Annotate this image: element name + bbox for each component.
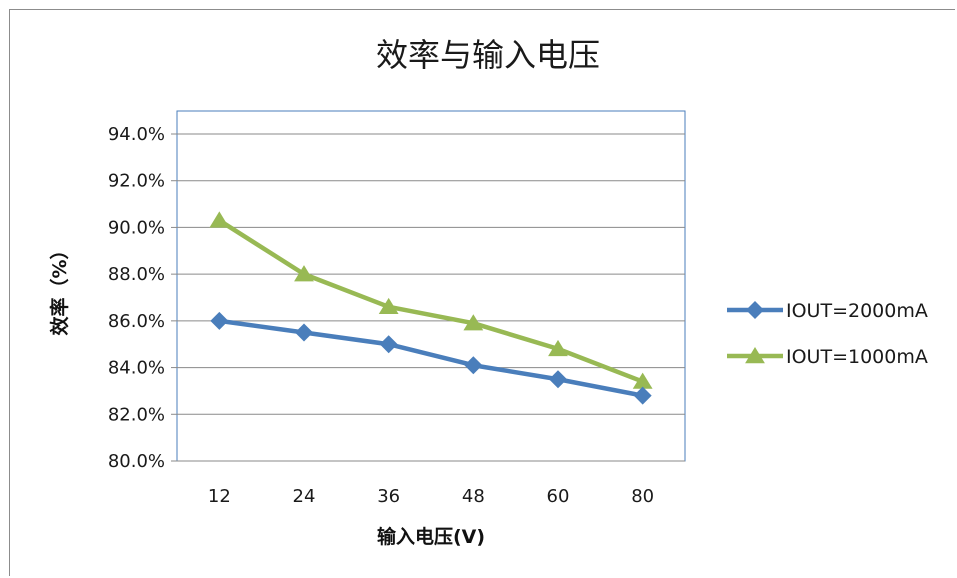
series-IOUT=2000mA	[210, 311, 652, 405]
legend-swatch-marker	[746, 301, 764, 319]
data-point	[210, 311, 229, 330]
x-tick-label: 24	[293, 486, 316, 507]
legend-label: IOUT=1000mA	[786, 346, 928, 368]
legend-item: IOUT=1000mA	[727, 346, 928, 368]
data-point	[548, 339, 568, 357]
y-tick-labels: 80.0% 82.0% 84.0% 86.0% 88.0% 90.0% 92.0% 94.0%	[108, 124, 165, 472]
x-tick-label: 60	[547, 486, 570, 507]
data-point	[294, 265, 314, 282]
data-point	[632, 372, 653, 389]
data-point	[463, 314, 484, 331]
data-point	[209, 211, 230, 228]
legend-item: IOUT=2000mA	[727, 300, 928, 322]
x-tick-label: 48	[462, 486, 485, 507]
x-tick-label: 12	[208, 486, 231, 507]
y-tick-label: 84.0%	[108, 358, 165, 379]
data-point	[378, 297, 399, 315]
data-point	[549, 370, 567, 389]
series-layer	[209, 211, 653, 405]
y-tick-label: 94.0%	[108, 124, 165, 145]
y-tick-label: 88.0%	[108, 264, 165, 285]
data-point	[295, 323, 313, 342]
legend-label: IOUT=2000mA	[786, 300, 928, 322]
series-line	[218, 218, 644, 384]
legend: IOUT=2000mA IOUT=1000mA	[727, 300, 928, 368]
x-tick-label: 80	[631, 486, 654, 507]
y-tick-label: 82.0%	[108, 404, 165, 425]
y-tick-label: 80.0%	[108, 451, 165, 472]
series-IOUT=1000mA	[209, 211, 653, 389]
data-point	[633, 386, 652, 405]
legend-swatch-marker	[745, 347, 765, 364]
y-tick-label: 92.0%	[108, 171, 165, 192]
plot-area	[176, 110, 686, 462]
x-tick-labels: 12 24 36 48 60 80	[208, 486, 654, 507]
y-axis-label: 效率（%）	[48, 240, 71, 335]
x-axis-label: 输入电压(V)	[377, 525, 485, 548]
chart-title: 效率与输入电压	[376, 36, 600, 74]
y-tick-label: 86.0%	[108, 311, 165, 332]
data-point	[464, 356, 483, 375]
series-line	[219, 318, 644, 398]
x-tick-label: 36	[377, 486, 400, 507]
y-tick-label: 90.0%	[108, 217, 165, 238]
data-point	[379, 335, 398, 354]
